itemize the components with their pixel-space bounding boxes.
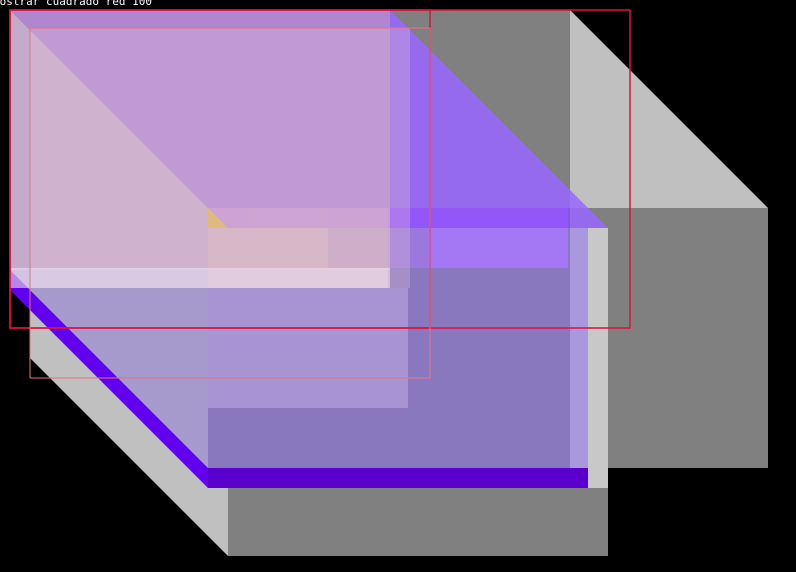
gray-box-side bbox=[570, 10, 768, 208]
caption: mostrar cuadrado red 100 bbox=[0, 0, 152, 8]
purple-box-left bbox=[10, 10, 208, 468]
pale-block bbox=[208, 288, 408, 408]
purple-box-top bbox=[10, 10, 608, 228]
pink-frame bbox=[29, 27, 431, 379]
purple-box-edge bbox=[10, 270, 208, 488]
pale-strip bbox=[10, 268, 390, 288]
pink-overlay bbox=[10, 10, 390, 270]
purple-box-bottom bbox=[208, 468, 588, 488]
gray-box-right-edge bbox=[588, 228, 608, 488]
pink-overlay-2 bbox=[30, 28, 410, 288]
gray-box-bottom-front bbox=[228, 488, 608, 556]
